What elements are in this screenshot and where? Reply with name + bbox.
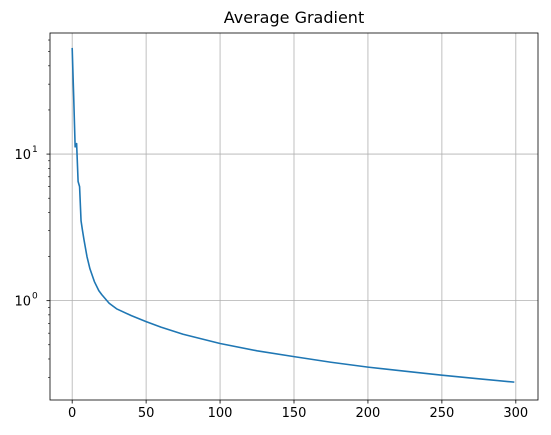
y-tick-exponent: 0 [32, 292, 38, 302]
x-tick-label: 0 [68, 406, 76, 421]
y-tick-label: 10 [14, 148, 31, 163]
y-tick-exponent: 1 [32, 145, 38, 155]
line-layer [71, 47, 515, 383]
grid-layer [50, 33, 538, 400]
y-tick-label: 10 [14, 295, 31, 310]
x-tick-label: 50 [138, 406, 155, 421]
x-tick-label: 300 [503, 406, 528, 421]
x-tick-label: 250 [429, 406, 454, 421]
series-line [71, 47, 515, 383]
chart-title: Average Gradient [224, 8, 364, 27]
x-tick-label: 150 [282, 406, 307, 421]
x-tick-label: 200 [356, 406, 381, 421]
x-tick-label: 100 [208, 406, 233, 421]
